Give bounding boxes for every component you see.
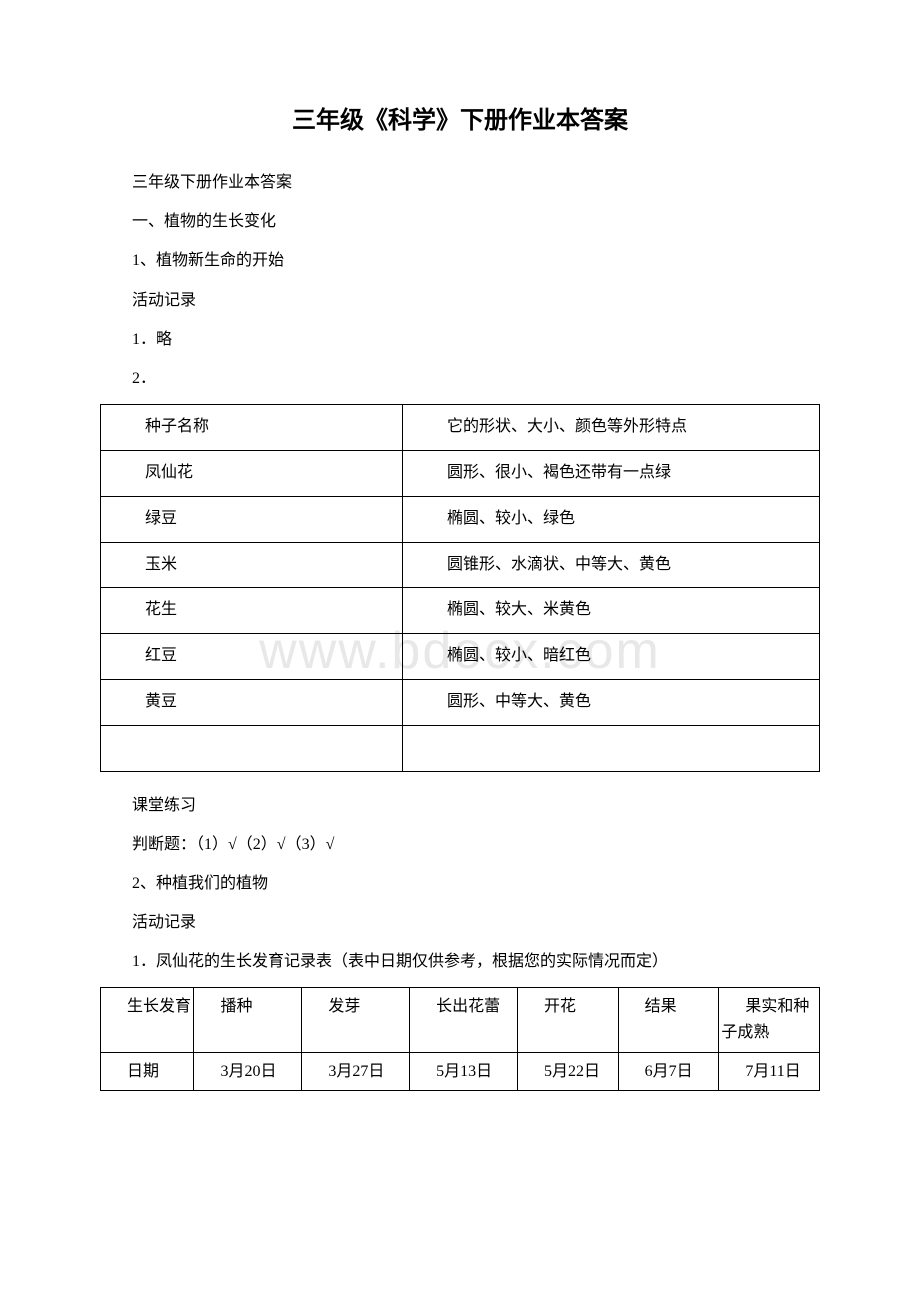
growth-date-cell: 3月20日 bbox=[194, 1052, 302, 1091]
table-row: 生长发育 播种 发芽 长出花蕾 开花 结果 果实和种子成熟 bbox=[101, 988, 820, 1052]
table-row: 黄豆 圆形、中等大、黄色 bbox=[101, 679, 820, 725]
growth-header-cell: 果实和种子成熟 bbox=[719, 988, 820, 1052]
intro-line-6: 2． bbox=[100, 361, 820, 396]
intro-line-2: 一、植物的生长变化 bbox=[100, 204, 820, 239]
seed-desc-cell: 椭圆、较小、绿色 bbox=[402, 496, 819, 542]
mid-line-5: 1．凤仙花的生长发育记录表（表中日期仅供参考，根据您的实际情况而定） bbox=[100, 944, 820, 979]
growth-table: 生长发育 播种 发芽 长出花蕾 开花 结果 果实和种子成熟 日期 3月20日 3… bbox=[100, 987, 820, 1091]
growth-date-cell: 日期 bbox=[101, 1052, 194, 1091]
seed-name-header: 种子名称 bbox=[101, 405, 403, 451]
seed-table: 种子名称 它的形状、大小、颜色等外形特点 凤仙花 圆形、很小、褐色还带有一点绿 … bbox=[100, 404, 820, 771]
table-row: 种子名称 它的形状、大小、颜色等外形特点 bbox=[101, 405, 820, 451]
seed-desc-cell: 圆锥形、水滴状、中等大、黄色 bbox=[402, 542, 819, 588]
intro-line-1: 三年级下册作业本答案 bbox=[100, 165, 820, 200]
mid-line-3: 2、种植我们的植物 bbox=[100, 866, 820, 901]
growth-date-cell: 3月27日 bbox=[302, 1052, 410, 1091]
seed-desc-cell: 椭圆、较大、米黄色 bbox=[402, 588, 819, 634]
growth-header-cell: 发芽 bbox=[302, 988, 410, 1052]
seed-desc-header: 它的形状、大小、颜色等外形特点 bbox=[402, 405, 819, 451]
seed-desc-cell bbox=[402, 725, 819, 771]
mid-line-4: 活动记录 bbox=[100, 905, 820, 940]
seed-name-cell bbox=[101, 725, 403, 771]
table-row bbox=[101, 725, 820, 771]
growth-header-cell: 开花 bbox=[518, 988, 619, 1052]
growth-date-cell: 5月13日 bbox=[410, 1052, 518, 1091]
seed-name-cell: 玉米 bbox=[101, 542, 403, 588]
growth-date-cell: 7月11日 bbox=[719, 1052, 820, 1091]
intro-line-4: 活动记录 bbox=[100, 283, 820, 318]
growth-header-cell: 结果 bbox=[618, 988, 719, 1052]
growth-header-cell: 生长发育 bbox=[101, 988, 194, 1052]
intro-line-5: 1．略 bbox=[100, 322, 820, 357]
table-row: 凤仙花 圆形、很小、褐色还带有一点绿 bbox=[101, 450, 820, 496]
mid-line-1: 课堂练习 bbox=[100, 788, 820, 823]
seed-desc-cell: 圆形、很小、褐色还带有一点绿 bbox=[402, 450, 819, 496]
seed-name-cell: 凤仙花 bbox=[101, 450, 403, 496]
growth-date-cell: 6月7日 bbox=[618, 1052, 719, 1091]
table-row: 日期 3月20日 3月27日 5月13日 5月22日 6月7日 7月11日 bbox=[101, 1052, 820, 1091]
seed-name-cell: 红豆 bbox=[101, 634, 403, 680]
growth-date-cell: 5月22日 bbox=[518, 1052, 619, 1091]
seed-desc-cell: 圆形、中等大、黄色 bbox=[402, 679, 819, 725]
table-row: 绿豆 椭圆、较小、绿色 bbox=[101, 496, 820, 542]
mid-line-2: 判断题：（1）√（2）√（3）√ bbox=[100, 827, 820, 862]
growth-header-cell: 播种 bbox=[194, 988, 302, 1052]
seed-desc-cell: 椭圆、较小、暗红色 bbox=[402, 634, 819, 680]
page-title: 三年级《科学》下册作业本答案 bbox=[100, 100, 820, 135]
table-row: 玉米 圆锥形、水滴状、中等大、黄色 bbox=[101, 542, 820, 588]
growth-header-cell: 长出花蕾 bbox=[410, 988, 518, 1052]
intro-line-3: 1、植物新生命的开始 bbox=[100, 243, 820, 278]
seed-name-cell: 黄豆 bbox=[101, 679, 403, 725]
table-row: 红豆 椭圆、较小、暗红色 bbox=[101, 634, 820, 680]
document-content: 三年级《科学》下册作业本答案 三年级下册作业本答案 一、植物的生长变化 1、植物… bbox=[100, 100, 820, 1091]
seed-name-cell: 绿豆 bbox=[101, 496, 403, 542]
table-row: 花生 椭圆、较大、米黄色 bbox=[101, 588, 820, 634]
seed-name-cell: 花生 bbox=[101, 588, 403, 634]
